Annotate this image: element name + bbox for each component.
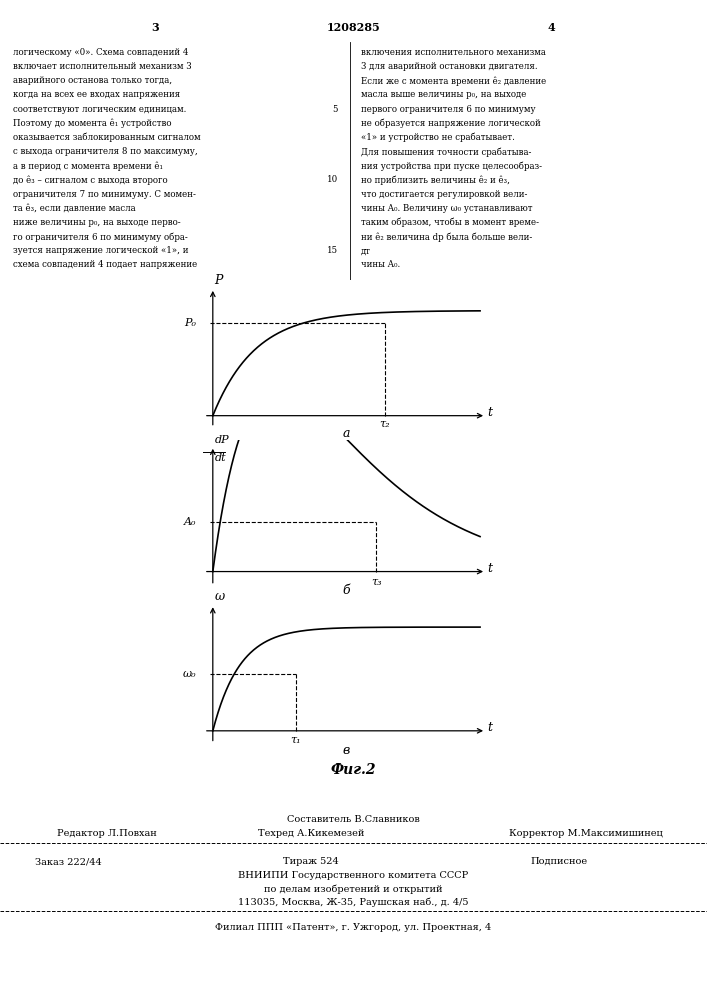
Text: ния устройства при пуске целесообраз-: ния устройства при пуске целесообраз- [361,161,542,171]
Text: зуется напряжение логической «1», и: зуется напряжение логической «1», и [13,246,188,255]
Text: P: P [214,274,223,287]
Text: 15: 15 [327,246,338,255]
Text: го ограничителя 6 по минимуму обра-: го ограничителя 6 по минимуму обра- [13,232,187,242]
Text: в: в [343,744,350,757]
Text: чины A₀. Величину ω₀ устанавливают: чины A₀. Величину ω₀ устанавливают [361,204,532,213]
Text: ω: ω [214,590,225,603]
Text: Подписное: Подписное [530,857,588,866]
Text: с выхода ограничителя 8 по максимуму,: с выхода ограничителя 8 по максимуму, [13,147,197,156]
Text: t: t [488,562,493,575]
Text: та ê₃, если давление масла: та ê₃, если давление масла [13,204,135,213]
Text: б: б [343,584,350,597]
Text: первого ограничителя 6 по минимуму: первого ограничителя 6 по минимуму [361,105,535,114]
Text: Техред А.Кикемезей: Техред А.Кикемезей [258,829,364,838]
Text: Филиал ППП «Патент», г. Ужгород, ул. Проектная, 4: Филиал ППП «Патент», г. Ужгород, ул. Про… [216,923,491,932]
Text: ω₀: ω₀ [183,669,197,679]
Text: «1» и устройство не срабатывает.: «1» и устройство не срабатывает. [361,133,515,142]
Text: Заказ 222/44: Заказ 222/44 [35,857,102,866]
Text: когда на всех ее входах напряжения: когда на всех ее входах напряжения [13,90,180,99]
Text: масла выше величины p₀, на выходе: масла выше величины p₀, на выходе [361,90,526,99]
Text: Поэтому до момента ê₁ устройство: Поэтому до момента ê₁ устройство [13,119,171,128]
Text: аварийного останова только тогда,: аварийного останова только тогда, [13,76,172,85]
Text: включения исполнительного механизма: включения исполнительного механизма [361,48,545,57]
Text: 3 для аварийной остановки двигателя.: 3 для аварийной остановки двигателя. [361,62,537,71]
Text: ВНИИПИ Государственного комитета СССР: ВНИИПИ Государственного комитета СССР [238,871,469,880]
Text: Редактор Л.Повхан: Редактор Л.Повхан [57,829,156,838]
Text: P₀: P₀ [185,318,197,328]
Text: не образуется напряжение логической: не образуется напряжение логической [361,119,540,128]
Text: соответствуют логическим единицам.: соответствуют логическим единицам. [13,105,186,114]
Text: ограничителя 7 по минимуму. С момен-: ограничителя 7 по минимуму. С момен- [13,190,196,199]
Text: но приблизить величины ê₂ и ê₃,: но приблизить величины ê₂ и ê₃, [361,175,510,185]
Text: τ₂: τ₂ [380,419,390,429]
Text: логическому «0». Схема совпадений 4: логическому «0». Схема совпадений 4 [13,48,188,57]
Text: ниже величины p₀, на выходе перво-: ниже величины p₀, на выходе перво- [13,218,180,227]
Text: τ₃: τ₃ [370,576,382,586]
Text: 1208285: 1208285 [327,22,380,33]
Text: dt: dt [214,453,226,463]
Text: Тираж 524: Тираж 524 [284,857,339,866]
Text: 5: 5 [332,105,338,114]
Text: схема совпадений 4 подает напряжение: схема совпадений 4 подает напряжение [13,260,197,269]
Text: Фиг.2: Фиг.2 [331,763,376,777]
Text: до ê₃ – сигналом с выхода второго: до ê₃ – сигналом с выхода второго [13,175,168,185]
Text: a: a [343,427,350,440]
Text: ни ê₂ величина dp была больше вели-: ни ê₂ величина dp была больше вели- [361,232,532,242]
Text: таким образом, чтобы в момент време-: таким образом, чтобы в момент време- [361,218,539,227]
Text: t: t [488,406,493,419]
Text: A₀: A₀ [184,517,197,527]
Text: dP: dP [214,435,229,445]
Text: Для повышения точности срабатыва-: Для повышения точности срабатыва- [361,147,531,157]
Text: 113035, Москва, Ж-35, Раушская наб., д. 4/5: 113035, Москва, Ж-35, Раушская наб., д. … [238,897,469,907]
Text: Составитель В.Славников: Составитель В.Славников [287,815,420,824]
Text: дт: дт [361,246,370,255]
Text: по делам изобретений и открытий: по делам изобретений и открытий [264,884,443,894]
Text: а в период с момента времени ê₁: а в период с момента времени ê₁ [13,161,163,171]
Text: 10: 10 [327,175,338,184]
Text: Если же с момента времени ê₂ давление: Если же с момента времени ê₂ давление [361,76,546,86]
Text: включает исполнительный механизм 3: включает исполнительный механизм 3 [13,62,192,71]
Text: 3: 3 [152,22,159,33]
Text: 4: 4 [548,22,555,33]
Text: Корректор М.Максимишинец: Корректор М.Максимишинец [509,829,662,838]
Text: t: t [488,721,493,734]
Text: чины A₀.: чины A₀. [361,260,400,269]
Text: оказывается заблокированным сигналом: оказывается заблокированным сигналом [13,133,200,142]
Text: τ₁: τ₁ [291,735,301,745]
Text: что достигается регулировкой вели-: что достигается регулировкой вели- [361,190,527,199]
